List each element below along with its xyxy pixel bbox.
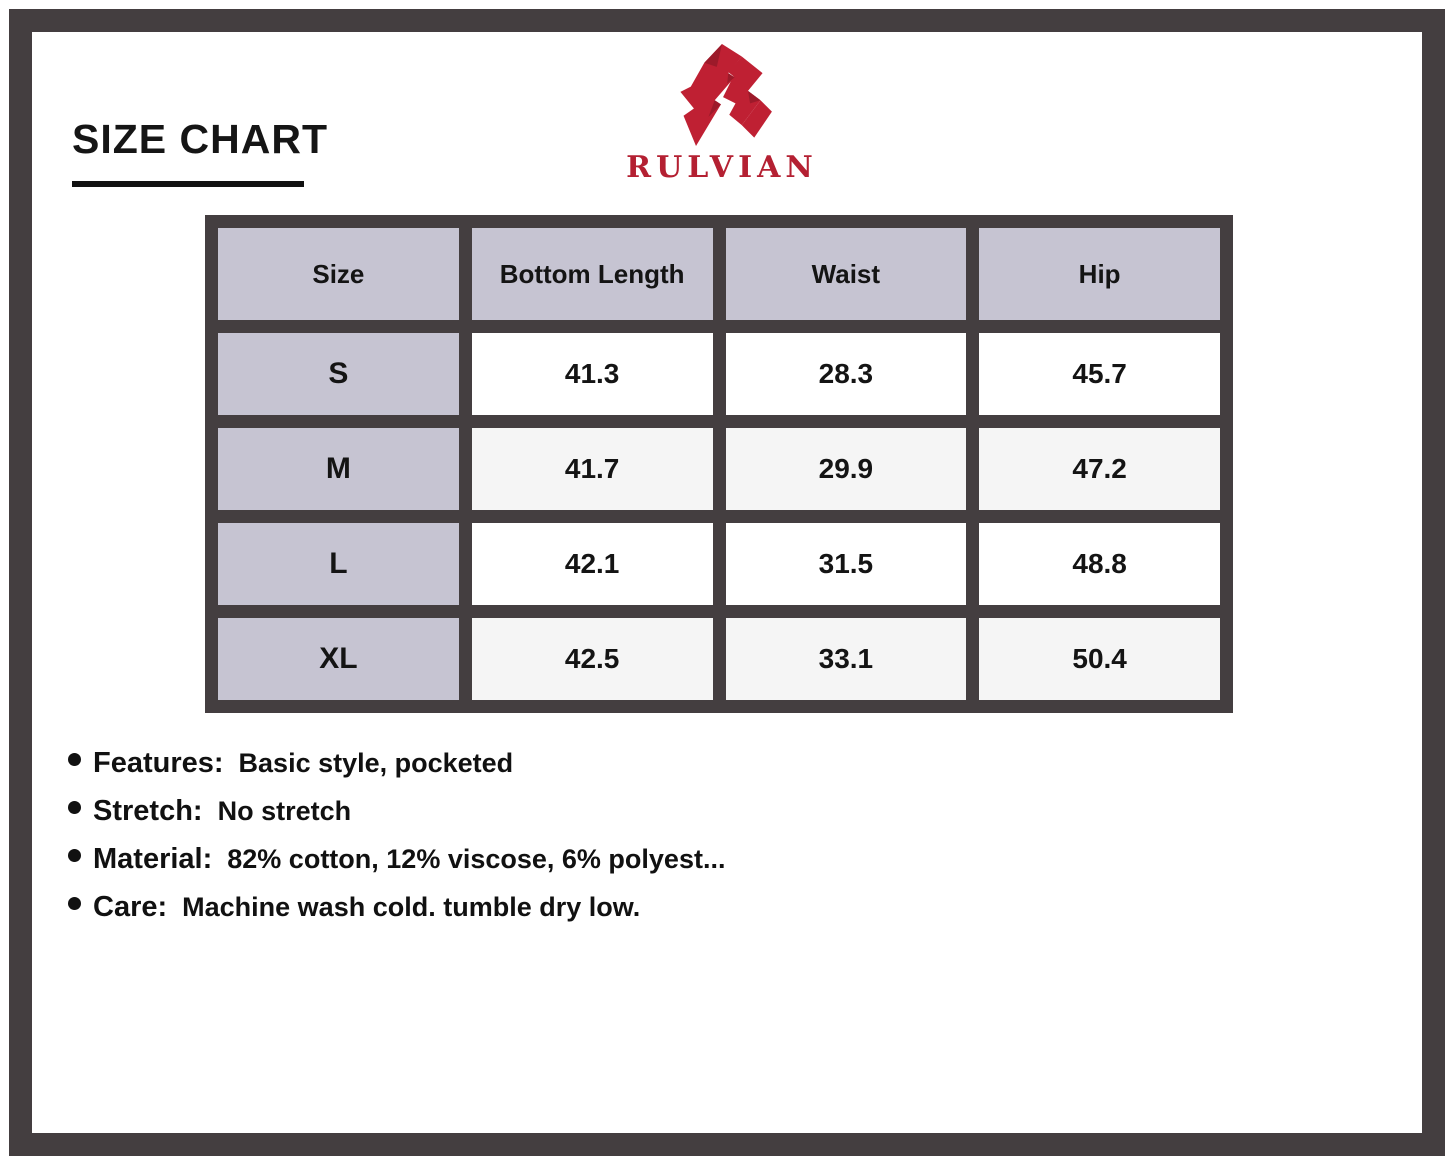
- detail-label: Features:: [93, 747, 224, 779]
- size-label-cell: L: [218, 523, 459, 605]
- detail-value: No stretch: [217, 796, 352, 826]
- list-item-stretch: Stretch: No stretch: [68, 794, 725, 829]
- column-header-hip: Hip: [979, 228, 1220, 320]
- bullet-icon: [68, 849, 81, 862]
- brand-logo: RULVIAN: [622, 42, 822, 185]
- title-underline: [72, 181, 304, 187]
- list-item-material: Material: 82% cotton, 12% viscose, 6% po…: [68, 842, 725, 877]
- measurement-cell: 33.1: [725, 618, 967, 700]
- detail-label: Care:: [93, 891, 168, 923]
- measurement-cell: 28.3: [725, 333, 967, 415]
- brand-name: RULVIAN: [626, 150, 818, 185]
- detail-value: Basic style, pocketed: [238, 748, 514, 778]
- list-item-care: Care: Machine wash cold. tumble dry low.: [68, 890, 725, 925]
- measurement-cell: 42.1: [471, 523, 713, 605]
- measurement-cell: 45.7: [979, 333, 1220, 415]
- size-label-cell: M: [218, 428, 459, 510]
- bullet-icon: [68, 897, 81, 910]
- size-label-cell: XL: [218, 618, 459, 700]
- measurement-cell: 31.5: [725, 523, 967, 605]
- measurement-cell: 47.2: [979, 428, 1220, 510]
- detail-label: Stretch:: [93, 795, 203, 827]
- size-chart-table: Size Bottom Length Waist Hip S 41.3 28.3…: [205, 215, 1233, 713]
- detail-label: Material:: [93, 843, 213, 875]
- measurement-cell: 42.5: [471, 618, 713, 700]
- column-header-waist: Waist: [725, 228, 967, 320]
- page-title: SIZE CHART: [72, 116, 328, 162]
- measurement-cell: 48.8: [979, 523, 1220, 605]
- column-header-size: Size: [218, 228, 459, 320]
- measurement-cell: 41.3: [471, 333, 713, 415]
- product-details-list: Features: Basic style, pocketed Stretch:…: [68, 746, 725, 938]
- bullet-icon: [68, 753, 81, 766]
- measurement-cell: 29.9: [725, 428, 967, 510]
- size-label-cell: S: [218, 333, 459, 415]
- bullet-icon: [68, 801, 81, 814]
- rulvian-r-logo-icon: [680, 44, 772, 146]
- measurement-cell: 41.7: [471, 428, 713, 510]
- column-header-bottom-length: Bottom Length: [471, 228, 713, 320]
- list-item-features: Features: Basic style, pocketed: [68, 746, 725, 781]
- detail-value: Machine wash cold. tumble dry low.: [182, 892, 641, 922]
- measurement-cell: 50.4: [979, 618, 1220, 700]
- detail-value: 82% cotton, 12% viscose, 6% polyest...: [227, 844, 726, 874]
